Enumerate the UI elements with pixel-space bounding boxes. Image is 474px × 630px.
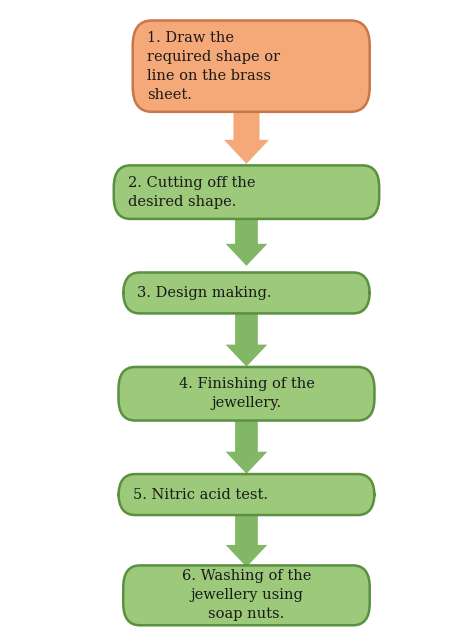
FancyBboxPatch shape bbox=[114, 166, 379, 219]
Polygon shape bbox=[226, 421, 267, 474]
FancyBboxPatch shape bbox=[118, 367, 374, 421]
FancyBboxPatch shape bbox=[118, 474, 374, 515]
Polygon shape bbox=[226, 219, 267, 266]
FancyBboxPatch shape bbox=[123, 272, 370, 313]
Text: 6. Washing of the
jewellery using
soap nuts.: 6. Washing of the jewellery using soap n… bbox=[182, 570, 311, 621]
Text: 4. Finishing of the
jewellery.: 4. Finishing of the jewellery. bbox=[179, 377, 314, 410]
Polygon shape bbox=[224, 112, 269, 164]
Polygon shape bbox=[226, 515, 267, 567]
Text: 3. Design making.: 3. Design making. bbox=[137, 286, 272, 300]
FancyBboxPatch shape bbox=[133, 21, 370, 112]
FancyBboxPatch shape bbox=[123, 566, 370, 625]
Text: 2. Cutting off the
desired shape.: 2. Cutting off the desired shape. bbox=[128, 176, 255, 209]
Text: 5. Nitric acid test.: 5. Nitric acid test. bbox=[133, 488, 268, 501]
Polygon shape bbox=[226, 314, 267, 367]
Text: 1. Draw the
required shape or
line on the brass
sheet.: 1. Draw the required shape or line on th… bbox=[147, 31, 280, 101]
